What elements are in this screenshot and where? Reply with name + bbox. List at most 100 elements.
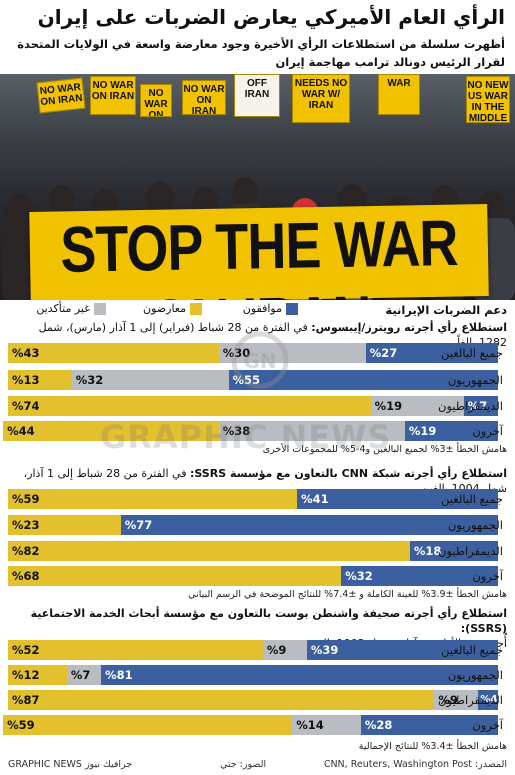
category-label: جميع البالغين bbox=[441, 643, 503, 657]
stacked-bar: %18 %82 bbox=[8, 541, 498, 561]
stacked-bar: %7 %19 %74 bbox=[8, 396, 498, 416]
category-label: آخرون bbox=[472, 424, 503, 438]
legend-swatch-unsure bbox=[94, 303, 106, 315]
bar-value-label: %23 bbox=[12, 518, 40, 532]
bar-segment: %7 bbox=[66, 665, 102, 685]
bar-segment: %41 bbox=[297, 489, 498, 509]
bar-segment: %59 bbox=[8, 489, 298, 509]
category-label: آخرون bbox=[472, 718, 503, 732]
bar-value-label: %4 bbox=[480, 694, 498, 705]
page-title: الرأي العام الأميركي يعارض الضربات على إ… bbox=[37, 5, 505, 29]
bar-segment: %19 bbox=[370, 396, 464, 416]
protest-sign: NO WAR ON IRAN bbox=[140, 84, 172, 117]
bar-segment: %28 bbox=[360, 715, 498, 735]
bar-value-label: %7 bbox=[467, 399, 488, 413]
stacked-bar: %4 %9 %87 bbox=[8, 690, 498, 710]
bar-value-label: %19 bbox=[408, 424, 437, 438]
bar-segment: %44 bbox=[3, 421, 219, 441]
bar-value-label: %52 bbox=[12, 643, 40, 657]
bar-segment: %18 bbox=[409, 541, 498, 561]
bar-value-label: %44 bbox=[7, 424, 35, 438]
legend-label-unsure: غير متأكدين bbox=[36, 302, 90, 315]
legend-swatch-oppose bbox=[190, 303, 202, 315]
bar-segment: %23 bbox=[8, 515, 121, 535]
bar-value-label: %74 bbox=[12, 399, 40, 413]
bar-value-label: %87 bbox=[12, 693, 40, 707]
bar-segment: %7 bbox=[463, 396, 498, 416]
bar-value-label: %59 bbox=[7, 718, 35, 732]
poll-title: استطلاع رأي أجرته شبكة CNN بالتعاون مع م… bbox=[8, 466, 507, 496]
category-label: الديمقراطيون bbox=[438, 399, 503, 413]
margin-of-error-note: هامش الخطأ ±3% لجميع البالغين و4-5% للمج… bbox=[262, 444, 507, 455]
stacked-bar: %39 %9 %52 bbox=[8, 640, 498, 660]
bar-value-label: %27 bbox=[369, 346, 398, 360]
bar-value-label: %18 bbox=[413, 544, 442, 558]
banner-text: STOP THE WAR ON IRAN bbox=[59, 207, 459, 300]
stacked-bar: %77 %23 bbox=[8, 515, 498, 535]
bar-value-label: %13 bbox=[12, 373, 40, 387]
bar-value-label: %38 bbox=[222, 424, 251, 438]
legend-label-oppose: معارضون bbox=[143, 302, 186, 315]
bar-value-label: %32 bbox=[345, 569, 373, 583]
bar-value-label: %39 bbox=[310, 643, 339, 657]
category-label: الجمهوريون bbox=[447, 518, 503, 532]
brand-credit: GRAPHIC NEWS جرافيك نيوز bbox=[8, 759, 133, 770]
bar-value-label: %12 bbox=[12, 668, 40, 682]
legend-label-support: موافقون bbox=[242, 302, 282, 315]
bar-value-label: %41 bbox=[301, 492, 329, 506]
bar-value-label: %9 bbox=[266, 643, 287, 657]
bar-segment: %32 bbox=[71, 370, 229, 390]
stacked-bar: %27 %30 %43 bbox=[8, 343, 498, 363]
protest-sign: NO NEW US WAR IN THE MIDDLE EAST bbox=[466, 76, 510, 123]
stacked-bar: %19 %38 %44 bbox=[3, 421, 498, 441]
poll-title-source: استطلاع رأي أجرته رويترز/إيبسوس: bbox=[311, 321, 507, 334]
bar-segment: %14 bbox=[292, 715, 361, 735]
category-label: الديمقراطيون bbox=[438, 693, 503, 707]
bar-segment: %9 bbox=[434, 690, 479, 710]
category-label: جميع البالغين bbox=[441, 346, 503, 360]
category-label: الجمهوريون bbox=[447, 668, 503, 682]
bar-segment: %38 bbox=[218, 421, 405, 441]
protest-sign: NEEDS NO WAR W/ IRAN bbox=[292, 74, 350, 123]
bar-segment: %59 bbox=[3, 715, 293, 735]
bar-value-label: %81 bbox=[105, 668, 133, 682]
bar-segment: %43 bbox=[8, 343, 219, 363]
bar-segment: %77 bbox=[120, 515, 498, 535]
margin-of-error-note: هامش الخطأ ±3.4% للنتائج الإجمالية bbox=[358, 741, 507, 752]
bar-value-label: %14 bbox=[296, 718, 324, 732]
protest-photo: NO WAR ON IRAN NO WAR ON IRAN NO WAR ON … bbox=[0, 74, 515, 300]
bar-segment: %32 bbox=[341, 566, 498, 586]
bar-segment: %68 bbox=[8, 566, 342, 586]
stacked-bar: %32 %68 bbox=[8, 566, 498, 586]
bar-segment: %55 bbox=[228, 370, 498, 390]
margin-of-error-note: هامش الخطأ ±3.9% للعينة الكاملة و ±7.4% … bbox=[188, 589, 507, 600]
bar-segment: %19 bbox=[404, 421, 498, 441]
bar-segment: %4 bbox=[478, 690, 498, 710]
source-credit: المصدر: CNN, Reuters, Washington Post bbox=[323, 759, 507, 770]
protest-sign: NO WAR ON IRAN bbox=[36, 77, 86, 114]
stacked-bar: %55 %32 %13 bbox=[8, 370, 498, 390]
bar-segment: %9 bbox=[262, 640, 307, 660]
watermark-logo-icon: GN bbox=[231, 331, 289, 389]
bar-value-label: %32 bbox=[75, 373, 104, 387]
category-label: جميع البالغين bbox=[441, 492, 503, 506]
stacked-bar: %81 %7 %12 bbox=[8, 665, 498, 685]
protest-sign: NO WAR ON IRAN bbox=[90, 76, 136, 115]
chart-heading: دعم الضربات الإيرانية bbox=[385, 303, 507, 317]
category-label: آخرون bbox=[472, 569, 503, 583]
photo-credit: الصور: جتي bbox=[220, 759, 267, 770]
category-label: الجمهوريون bbox=[447, 373, 503, 387]
bar-segment: %12 bbox=[8, 665, 67, 685]
bar-value-label: %19 bbox=[374, 399, 403, 413]
legend-swatch-support bbox=[286, 303, 298, 315]
svg-text:GN: GN bbox=[243, 349, 276, 373]
bar-segment: %52 bbox=[8, 640, 263, 660]
bar-segment: %30 bbox=[218, 343, 366, 363]
stacked-bar: %28 %14 %59 bbox=[3, 715, 498, 735]
legend: موافقون معارضون غير متأكدين bbox=[8, 301, 368, 317]
bar-segment: %82 bbox=[8, 541, 410, 561]
bar-value-label: %82 bbox=[12, 544, 40, 558]
bar-value-label: %43 bbox=[12, 346, 40, 360]
bar-value-label: %30 bbox=[222, 346, 251, 360]
poll-title-source: استطلاع رأي أجرته صحيفة واشنطن بوست بالت… bbox=[30, 607, 507, 635]
